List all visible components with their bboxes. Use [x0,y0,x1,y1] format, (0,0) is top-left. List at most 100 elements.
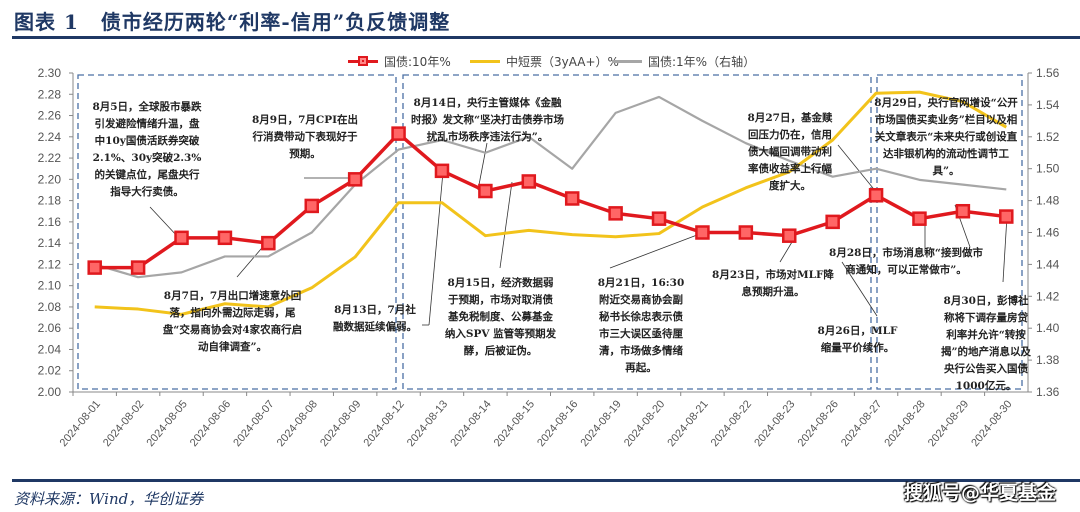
x-tick-label: 2024-08-06 [188,398,233,449]
legend-label: 国债:1年%（右轴） [648,55,756,69]
x-tick-label: 2024-08-21 [665,398,710,449]
x-tick-label: 2024-08-22 [709,398,754,449]
y-right-tick-label: 1.48 [1036,194,1060,208]
annotation-0823: 8月23日，市场对MLF降息预期升温。 [712,269,834,298]
series-line-0 [94,131,1007,270]
x-tick-label: 2024-08-27 [839,398,884,449]
data-point-marker [434,163,450,179]
y-left-tick-label: 2.16 [38,215,62,229]
x-tick-label: 2024-08-29 [926,398,971,449]
annotation-0813: 8月13日，7月社融数据延续偏弱。 [333,304,417,333]
x-tick-label: 2024-08-05 [144,398,189,449]
y-left-tick-label: 2.12 [38,257,62,271]
data-point-marker [521,174,537,189]
series-line-2 [94,95,1007,279]
y-left-tick-label: 2.20 [38,172,62,186]
legend-item-10y: 国债:10年% [348,53,451,70]
y-right-tick-label: 1.38 [1036,353,1060,367]
data-point-marker [304,198,319,214]
data-point-marker [478,183,493,199]
y-left-tick-label: 2.10 [38,279,62,293]
annotation-0809: 8月9日，7月CPI在出行消费带动下表现好于预期。 [251,114,359,160]
y-right-tick-label: 1.56 [1036,66,1060,80]
annotation-leader-line [1002,215,1008,283]
annotation-leader-line [428,171,444,326]
y-right-tick-label: 1.52 [1036,130,1060,144]
annotation-leader-line [149,206,179,238]
figure-title-text: 债市经历两轮“利率-信用”负反馈调整 [100,10,451,34]
data-point-marker [564,191,580,206]
y-left-tick-label: 2.18 [38,194,62,208]
footer-rule [12,479,1080,482]
annotation-0805: 8月5日，全球股市暴跌引发避险情绪升温，盘中10y国债活跃券突破2.1%、30y… [92,101,202,198]
y-left-tick-label: 2.04 [38,342,62,356]
y-left-tick-label: 2.02 [38,364,62,378]
data-point-marker [87,260,102,275]
annotation-0827: 8月27日，基金赎回压力仍在，信用债大幅回调带动利率债收益率上行幅度扩大。 [747,112,833,192]
x-tick-label: 2024-08-28 [882,398,927,449]
x-tick-label: 2024-08-14 [448,398,493,449]
data-point-marker [174,230,189,246]
x-tick-label: 2024-08-13 [405,398,450,449]
annotation-leader-line [499,181,513,269]
x-tick-label: 2024-08-20 [622,398,667,449]
annotation-leader-line [837,144,878,194]
annotation-leader-line [477,142,488,191]
y-left-tick-label: 2.24 [38,130,62,144]
data-point-marker [782,228,797,243]
y-right-tick-label: 1.54 [1036,98,1060,112]
x-tick-label: 2024-08-02 [101,398,146,449]
source-note: 资料来源：Wind，华创证券 [14,490,204,508]
legend-label: 中短票（3yAA+）% [506,55,619,69]
series-line-1 [94,90,1008,316]
x-tick-label: 2024-08-30 [969,398,1014,449]
y-left-tick-label: 2.00 [38,385,62,399]
x-tick-label: 2024-08-23 [752,398,797,449]
figure-number: 1 [64,10,79,34]
data-point-marker [130,260,146,275]
data-point-marker [912,211,927,226]
data-point-marker [825,214,840,230]
y-right-tick-label: 1.42 [1036,289,1060,303]
x-tick-label: 2024-08-09 [318,398,363,449]
y-left-tick-label: 2.28 [38,87,62,101]
x-tick-label: 2024-08-01 [58,398,103,449]
figure-title: 图表 1 债市经历两轮“利率-信用”负反馈调整 [14,6,450,35]
annotation-leader-line [609,231,706,269]
data-point-marker [347,172,363,187]
period-box-3 [876,74,1023,390]
x-tick-label: 2024-08-15 [492,398,537,449]
annotation-0830: 8月30日，彭博社称将下调存量房贷利率并允许“转按揭”的地产消息以及央行公告买入… [940,295,1032,392]
annotation-0828: 8月28日，市场消息称“接到做市商通知，可以正常做市”。 [829,247,983,276]
data-point-marker [391,126,406,141]
data-point-marker [868,188,884,203]
line-chart: 2.00 2.02 2.04 2.06 2.08 2.10 2.12 2.14 2.16 2.18… [38,66,1060,449]
data-point-marker [999,209,1014,224]
data-point-marker [695,225,710,240]
legend-item-1y: 国债:1年%（右轴） [612,53,755,70]
legend-swatch-gray-icon [612,60,642,63]
annotation-0807: 8月7日，7月出口增速意外回落，指向外需边际走弱，尾盘“交易商协会对4家农商行启… [162,290,303,353]
annotation-0826: 8月26日，MLF缩量平价续作。 [817,325,898,354]
data-point-marker [651,211,667,226]
title-rule [12,36,1080,39]
x-tick-label: 2024-08-07 [231,398,276,449]
period-box-2 [402,74,872,390]
y-left-tick-label: 2.22 [38,151,62,165]
annotation-0829: 8月29日，央行官网增设“公开市场国债买卖业务”栏目以及相关文章表示“未来央行或… [874,97,1018,177]
annotation-0815: 8月15日，经济数据弱于预期，市场对取消债基免税制度、公募基金纳入SPV 监管等… [444,277,557,357]
y-right-tick-label: 1.46 [1036,226,1060,240]
x-tick-label: 2024-08-26 [796,398,841,449]
x-tick-label: 2024-08-08 [275,398,320,449]
legend-item-3yaa: 中短票（3yAA+）% [470,53,619,70]
x-tick-label: 2024-08-19 [579,398,624,449]
annotation-0814: 8月14日，央行主管媒体《金融时报》发文称“坚决打击债券市场扰乱市场秩序违法行为… [410,97,565,143]
y-right-tick-label: 1.50 [1036,162,1060,176]
x-tick-label: 2024-08-12 [361,398,406,449]
y-left-tick-label: 2.30 [38,66,62,80]
y-right-tick-label: 1.40 [1036,321,1060,335]
y-right-tick-label: 1.44 [1036,257,1060,271]
y-right-tick-label: 1.36 [1036,385,1060,399]
y-left-tick-label: 2.08 [38,300,62,314]
annotation-0821: 8月21日，16:30附近交易商协会副秘书长徐忠表示债市三大误区亟待厘清，市场做… [597,277,685,374]
